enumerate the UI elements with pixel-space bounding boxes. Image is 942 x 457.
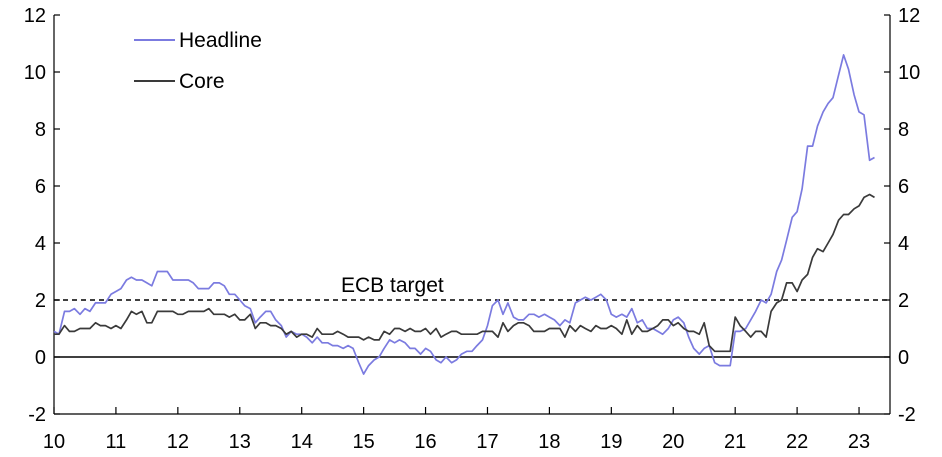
x-tick-label: 19 — [600, 431, 622, 453]
legend-label-core: Core — [179, 70, 225, 93]
y-tick-label-left: 10 — [24, 62, 46, 84]
x-tick-label: 11 — [106, 431, 127, 453]
y-tick-label-left: 8 — [35, 119, 46, 141]
x-tick-label: 23 — [848, 431, 870, 453]
y-tick-label-left: -2 — [28, 404, 46, 426]
series-lines — [53, 54, 875, 375]
y-tick-label-right: 8 — [898, 119, 909, 141]
ecb-target-label: ECB target — [341, 274, 444, 297]
x-tick-label: 15 — [353, 431, 375, 453]
y-tick-label-left: 6 — [35, 176, 46, 198]
y-tick-label-left: 0 — [35, 347, 46, 369]
legend: Headline Core — [134, 29, 262, 93]
reference-lines — [54, 299, 890, 358]
x-tick-label: 16 — [414, 431, 436, 453]
y-tick-label-left: 2 — [35, 290, 46, 312]
x-tick-label: 10 — [43, 431, 65, 453]
x-tick-label: 12 — [167, 431, 189, 453]
x-tick-label: 17 — [476, 431, 498, 453]
y-tick-label-left: 12 — [24, 5, 46, 27]
y-tick-label-right: 2 — [898, 290, 909, 312]
legend-label-headline: Headline — [179, 29, 262, 52]
y-tick-label-right: 12 — [898, 5, 920, 27]
y-tick-label-left: 4 — [35, 233, 46, 255]
series-line-core — [54, 193, 875, 353]
y-tick-label-right: 0 — [898, 347, 909, 369]
x-tick-label: 13 — [229, 431, 251, 453]
x-tick-label: 20 — [662, 431, 684, 453]
x-tick-label: 18 — [538, 431, 560, 453]
y-tick-label-right: 4 — [898, 233, 909, 255]
y-tick-label-right: 10 — [898, 62, 920, 84]
x-tick-label: 22 — [786, 431, 808, 453]
x-tick-label: 21 — [724, 431, 746, 453]
y-tick-label-right: 6 — [898, 176, 909, 198]
axes — [53, 15, 891, 415]
y-tick-label-right: -2 — [898, 404, 916, 426]
x-tick-label: 14 — [291, 431, 313, 453]
series-line-headline — [53, 54, 875, 375]
